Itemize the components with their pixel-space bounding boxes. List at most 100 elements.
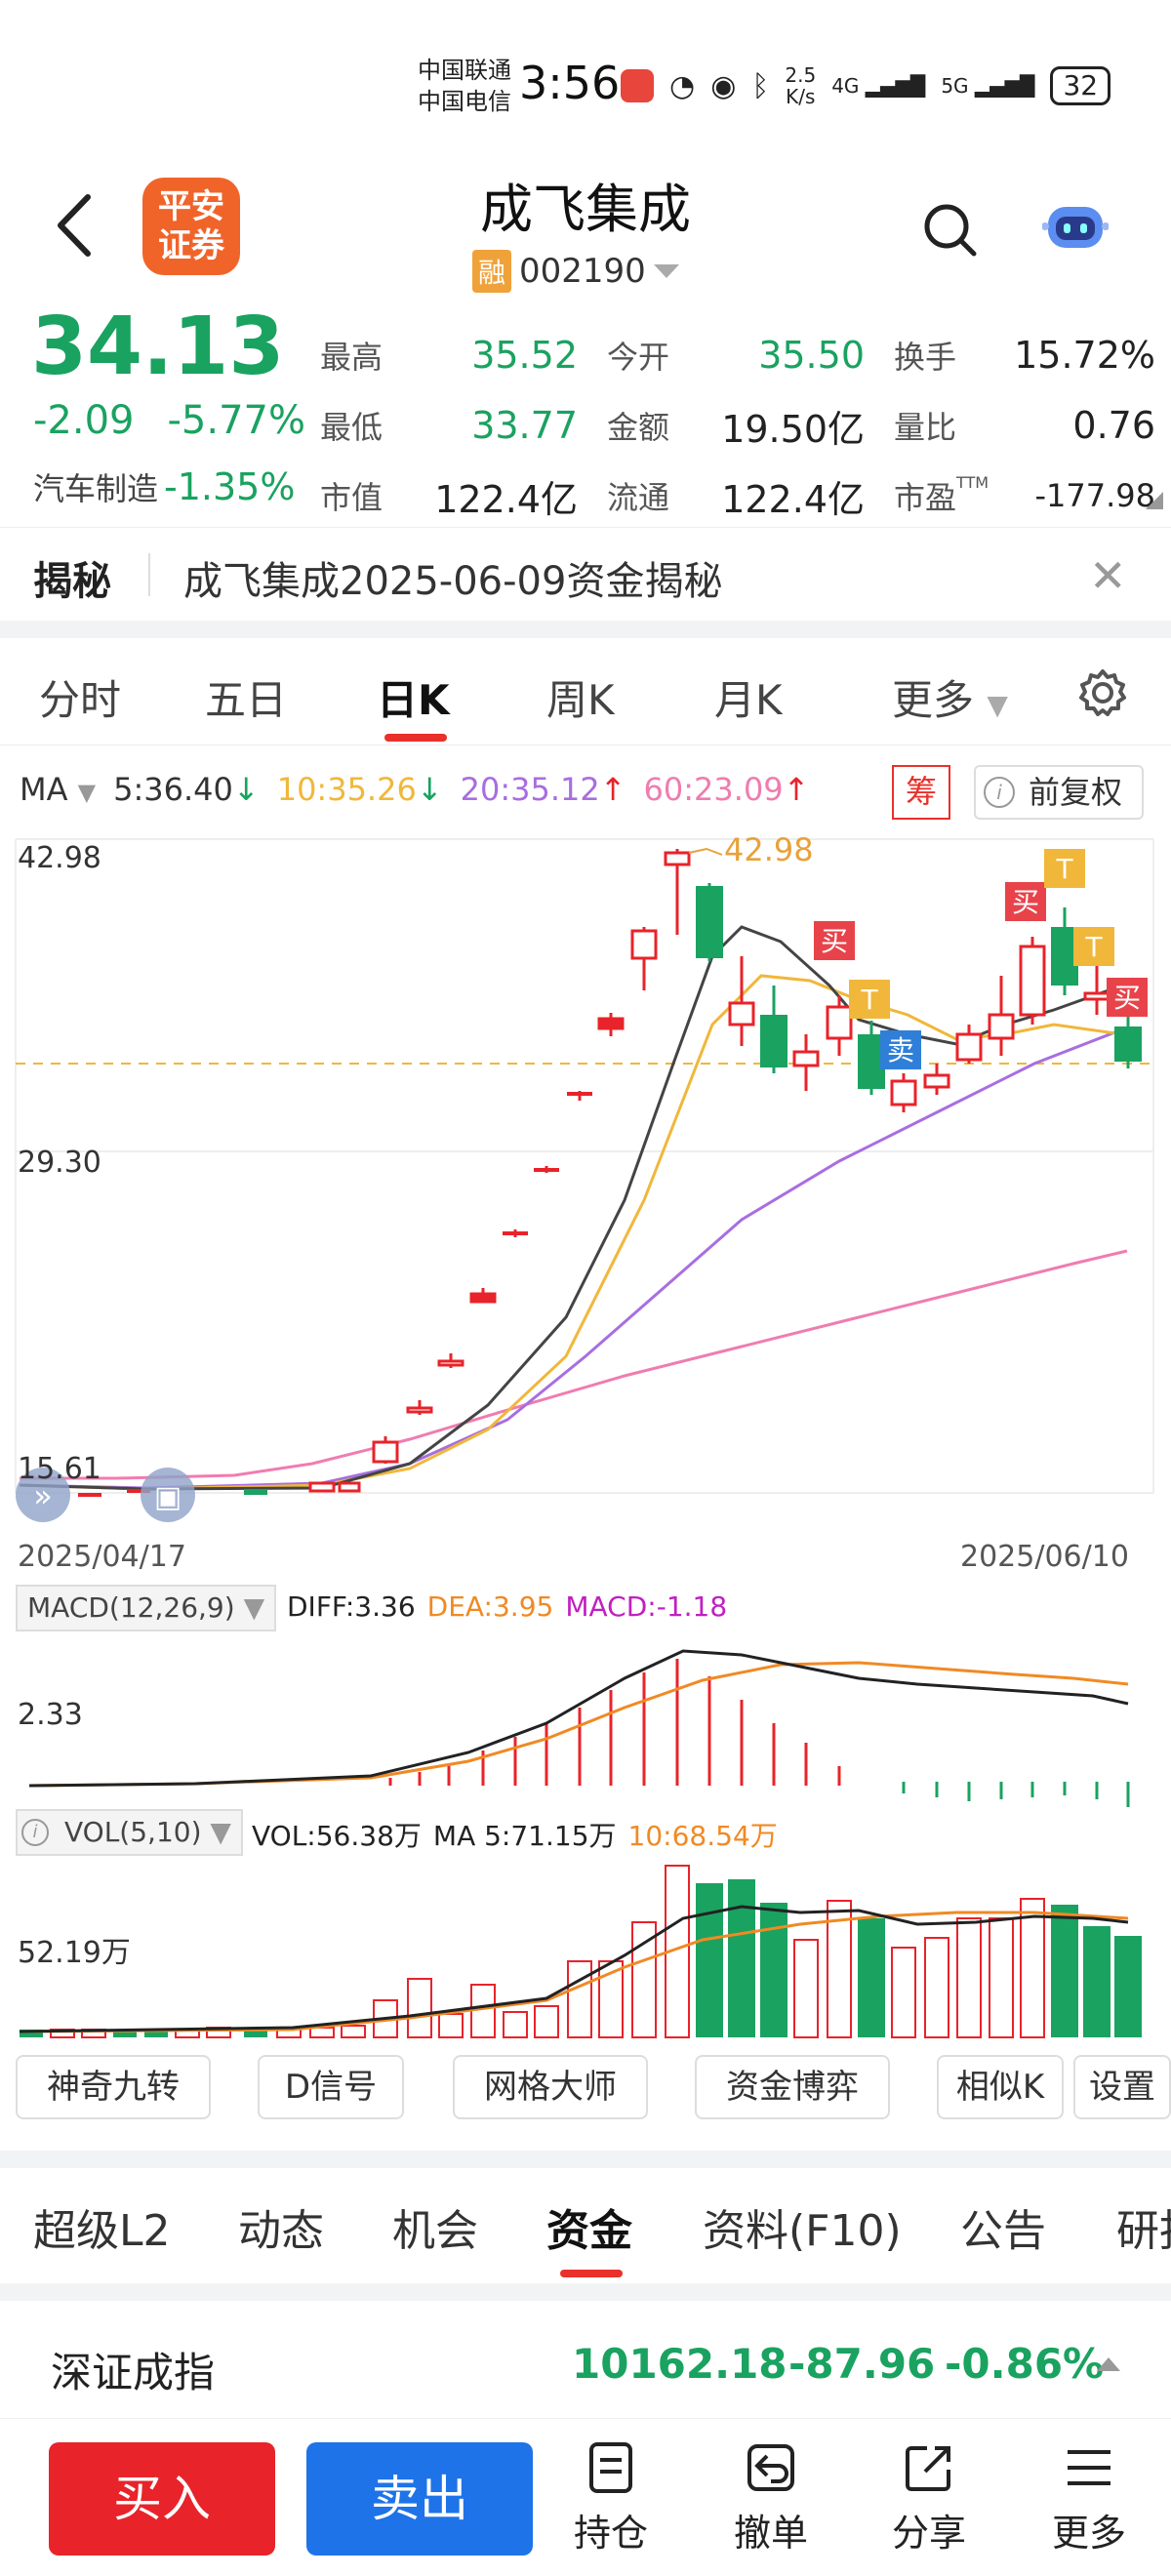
t-signal-marker[interactable] bbox=[1073, 927, 1114, 966]
more-label: 更多 bbox=[1051, 2512, 1126, 2555]
quote-cell-low: 最低 33.77 bbox=[320, 403, 607, 448]
vol-label: VOL(5,10) bbox=[64, 1816, 202, 1848]
tab-five-day[interactable]: 五日 bbox=[205, 676, 288, 724]
close-icon[interactable]: ✕ bbox=[1089, 549, 1127, 602]
chart-tabs: 分时 五日 日K 周K 月K 更多 ▼ bbox=[0, 638, 1171, 745]
arrow-up-icon: ↑ bbox=[783, 771, 810, 808]
quote-cell-volume-ratio: 量比 0.76 bbox=[894, 403, 1155, 448]
tab-intraday[interactable]: 分时 bbox=[39, 676, 122, 724]
holdings-button[interactable]: 持仓 bbox=[552, 2440, 669, 2556]
expand-corner-icon[interactable] bbox=[1146, 492, 1163, 509]
chevron-up-icon[interactable] bbox=[1097, 2357, 1120, 2371]
ai-assistant-icon[interactable] bbox=[1042, 199, 1109, 254]
share-button[interactable]: 分享 bbox=[870, 2440, 988, 2556]
reveal-banner[interactable]: 揭秘 成飞集成2025-06-09资金揭秘 ✕ bbox=[0, 527, 1171, 621]
battery-icon: 32 bbox=[1050, 66, 1111, 105]
quote-cell-open: 今开 35.50 bbox=[607, 333, 894, 378]
sector-name: 汽车制造 bbox=[33, 470, 159, 507]
tool-fund-game[interactable]: 资金博弈 bbox=[695, 2055, 890, 2119]
macd-value: MACD:-1.18 bbox=[565, 1590, 728, 1623]
arrow-up-icon: ↑ bbox=[599, 771, 626, 808]
macd-selector[interactable]: MACD(12,26,9) ▼ bbox=[16, 1585, 277, 1631]
buy-signal-text: 买 bbox=[821, 925, 848, 957]
quote-row: 最高 35.52 今开 35.50 换手 15.72% bbox=[320, 320, 1155, 390]
quote-label: 最低 bbox=[320, 409, 384, 446]
quote-label: 市盈TTM bbox=[894, 473, 989, 518]
share-label: 分享 bbox=[891, 2512, 966, 2555]
tab-profile-f10[interactable]: 资料(F10) bbox=[703, 2206, 902, 2256]
y-axis-low: 15.61 bbox=[18, 1452, 101, 1486]
candles bbox=[78, 849, 1142, 1497]
change-amount: -2.09 bbox=[33, 398, 135, 443]
sector-change-pct: -1.35% bbox=[164, 465, 296, 508]
tab-funds[interactable]: 资金 bbox=[546, 2206, 632, 2256]
t-signal-marker[interactable] bbox=[849, 980, 890, 1019]
candle bbox=[78, 1493, 101, 1497]
ma10-text: 10:35.26 bbox=[276, 771, 417, 808]
tool-similar-k[interactable]: 相似K bbox=[937, 2055, 1064, 2119]
candle bbox=[760, 1015, 787, 1067]
candle bbox=[1083, 991, 1110, 1001]
buy-button[interactable]: 买入 bbox=[49, 2442, 275, 2556]
tab-daily-k[interactable]: 日K bbox=[377, 676, 450, 724]
peak-pointer bbox=[688, 847, 723, 856]
vol-selector[interactable]: VOL(5,10) ▼ bbox=[16, 1809, 243, 1856]
tab-super-l2[interactable]: 超级L2 bbox=[33, 2206, 171, 2256]
t-signal-marker[interactable] bbox=[1044, 849, 1085, 888]
buy-signal-marker[interactable] bbox=[814, 921, 855, 960]
search-icon[interactable] bbox=[921, 197, 980, 265]
more-button[interactable]: 更多 bbox=[1030, 2440, 1148, 2556]
candle bbox=[664, 851, 691, 866]
signal-4g-icon: 4G ▂▄▆█ bbox=[831, 74, 926, 98]
tab-news-feed[interactable]: 动态 bbox=[238, 2206, 324, 2256]
tool-magic-nine[interactable]: 神奇九转 bbox=[16, 2055, 211, 2119]
broker-logo: 平安 证券 bbox=[142, 178, 240, 275]
tab-opportunity[interactable]: 机会 bbox=[392, 2206, 478, 2256]
ma5-line bbox=[19, 925, 1123, 1491]
tab-announcements[interactable]: 公告 bbox=[960, 2206, 1046, 2256]
ma60-text: 60:23.09 bbox=[643, 771, 784, 808]
gear-icon[interactable] bbox=[1077, 667, 1128, 718]
stock-code-selector[interactable]: 融 002190 bbox=[472, 250, 679, 293]
refresh-float-button[interactable] bbox=[141, 1468, 195, 1522]
quote-label: 最高 bbox=[320, 339, 384, 376]
tool-d-signal[interactable]: D信号 bbox=[258, 2055, 404, 2119]
stock-name: 成飞集成 bbox=[480, 179, 691, 240]
back-arrow-icon[interactable] bbox=[51, 191, 98, 260]
macd-diff: DIFF:3.36 bbox=[287, 1590, 416, 1623]
adjust-mode-button[interactable]: 前复权 bbox=[974, 765, 1144, 820]
tab-more-label: 更多 bbox=[892, 676, 975, 724]
tab-more[interactable]: 更多 ▼ bbox=[892, 667, 1008, 727]
kline-chart[interactable]: 42.98 买 T 卖 买 T T 买 » ▣ bbox=[0, 829, 1171, 1571]
section-divider bbox=[0, 2151, 1171, 2168]
tool-settings[interactable]: 设置 bbox=[1073, 2055, 1171, 2119]
divider bbox=[148, 553, 150, 596]
buy-signal-marker[interactable] bbox=[1005, 882, 1046, 921]
quote-value: 35.52 bbox=[471, 334, 578, 377]
tool-grid-master[interactable]: 网格大师 bbox=[453, 2055, 648, 2119]
sell-signal-text: 卖 bbox=[887, 1034, 914, 1067]
macd-diff-line bbox=[28, 1649, 1129, 1788]
macd-label: MACD(12,26,9) bbox=[27, 1591, 235, 1624]
ma-selector[interactable]: MA ▼ bbox=[20, 771, 96, 808]
market-index-row[interactable]: 深证成指 10162.18 -87.96 -0.86% bbox=[0, 2318, 1171, 2416]
pe-label: 市盈 bbox=[894, 479, 957, 516]
bluetooth-icon: ᛒ bbox=[751, 68, 770, 103]
tab-weekly-k[interactable]: 周K bbox=[546, 676, 615, 724]
quote-value: 19.50亿 bbox=[721, 407, 865, 451]
ma20-value: 20:35.12↑ bbox=[461, 771, 626, 808]
quote-label: 流通 bbox=[607, 479, 670, 516]
arrow-down-icon: ↓ bbox=[232, 771, 260, 808]
tab-research[interactable]: 研报 bbox=[1116, 2206, 1171, 2256]
chip-distribution-button[interactable]: 筹 bbox=[892, 765, 950, 820]
sell-button[interactable]: 卖出 bbox=[306, 2442, 533, 2556]
buy-signal-marker[interactable] bbox=[1107, 978, 1148, 1017]
vol-ma10: 10:68.54万 bbox=[627, 1820, 778, 1852]
sell-signal-marker[interactable] bbox=[880, 1030, 921, 1069]
cancel-order-button[interactable]: 撤单 bbox=[712, 2440, 829, 2556]
tab-monthly-k[interactable]: 月K bbox=[714, 676, 783, 724]
collapse-float-button[interactable] bbox=[16, 1468, 70, 1522]
square-icon: ▣ bbox=[154, 1480, 182, 1514]
sector-change[interactable]: 汽车制造 -1.35% bbox=[33, 464, 295, 509]
candle bbox=[955, 1032, 983, 1062]
